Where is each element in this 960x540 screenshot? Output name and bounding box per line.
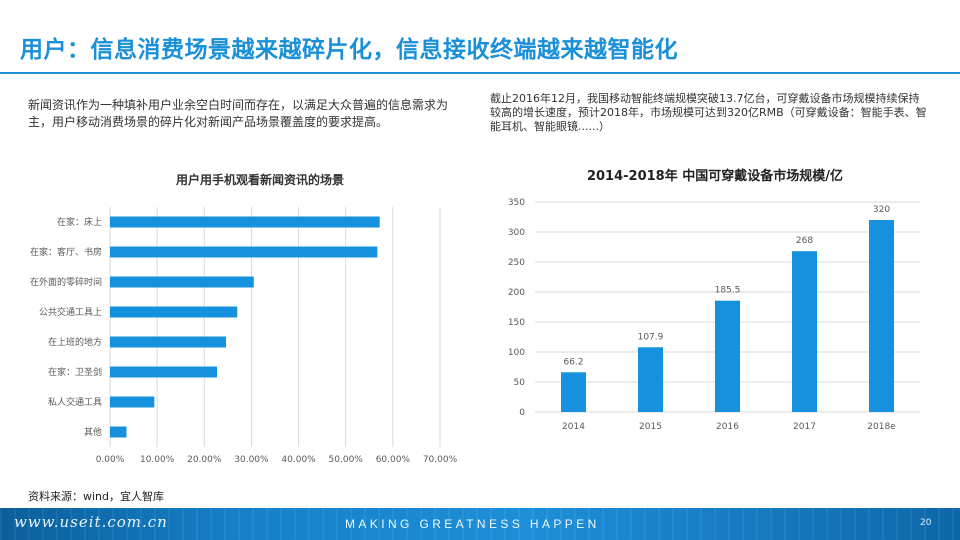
category-label: 在上班的地方: [48, 336, 102, 348]
category-label: 2014: [562, 422, 585, 432]
bar: [869, 220, 894, 412]
data-label: 320: [873, 205, 890, 215]
x-tick-label: 70.00%: [423, 455, 458, 465]
category-label: 2017: [793, 422, 816, 432]
intro-text-left: 新闻资讯作为一种填补用户业余空白时间而存在，以满足大众普遍的信息需求为主，用户移…: [28, 98, 449, 129]
intro-text-right: 截止2016年12月，我国移动智能终端规模突破13.7亿台，可穿戴设备市场规模持…: [490, 92, 927, 133]
category-label: 在家：卫圣剑: [48, 366, 102, 378]
bar: [110, 366, 218, 378]
page-title: 用户：信息消费场景越来越碎片化，信息接收终端越来越智能化: [20, 37, 678, 63]
bar: [561, 372, 586, 412]
category-label: 在家：客厅、书房: [30, 246, 102, 258]
footer-website-link[interactable]: www.useit.com.cn: [14, 513, 168, 531]
bar: [110, 396, 155, 408]
bar: [715, 300, 740, 412]
data-label: 66.2: [563, 357, 583, 367]
x-tick-label: 20.00%: [187, 455, 222, 465]
scenario-bar-chart: 0.00% 10.00% 20.00% 30.00% 40.00% 50.00% 60.00…: [30, 207, 458, 465]
category-label: 在家：床上: [57, 216, 102, 228]
bar: [792, 251, 817, 412]
y-tick-label: 250: [508, 258, 525, 268]
y-tick-label: 200: [508, 288, 525, 298]
category-label: 公共交通工具上: [39, 306, 102, 318]
y-tick-label: 50: [514, 378, 526, 388]
page-number: 20: [920, 518, 932, 528]
data-label: 185.5: [715, 286, 741, 296]
category-label: 2018e: [867, 422, 896, 432]
bar: [110, 276, 254, 288]
data-label: 268: [796, 236, 813, 246]
y-tick-label: 100: [508, 348, 525, 358]
x-tick-label: 40.00%: [281, 455, 316, 465]
category-label: 私人交通工具: [48, 396, 102, 408]
bar: [110, 426, 127, 438]
x-tick-label: 10.00%: [140, 455, 175, 465]
data-label: 107.9: [638, 332, 664, 342]
scenario-chart-title: 用户用手机观看新闻资讯的场景: [175, 173, 344, 187]
bar: [110, 246, 378, 258]
title-divider: [0, 72, 960, 74]
x-tick-label: 30.00%: [234, 455, 269, 465]
y-tick-label: 150: [508, 318, 525, 328]
category-label: 其他: [84, 426, 102, 438]
bar: [638, 347, 663, 412]
category-label: 2015: [639, 422, 662, 432]
footer-banner: www.useit.com.cn MAKING GREATNESS HAPPEN…: [0, 508, 960, 540]
category-label: 2016: [716, 422, 739, 432]
footer-slogan: MAKING GREATNESS HAPPEN: [345, 517, 600, 531]
data-source-note: 资料来源：wind，宜人智库: [28, 490, 165, 503]
y-tick-label: 350: [508, 198, 525, 208]
bar: [110, 306, 238, 318]
wearable-chart-title: 2014-2018年 中国可穿戴设备市场规模/亿: [586, 169, 844, 184]
x-tick-label: 0.00%: [96, 455, 125, 465]
category-label: 在外面的零碎时间: [30, 276, 102, 288]
y-tick-label: 300: [508, 228, 525, 238]
y-tick-label: 0: [519, 408, 525, 418]
x-tick-label: 50.00%: [329, 455, 364, 465]
bar: [110, 336, 226, 348]
x-tick-label: 60.00%: [376, 455, 411, 465]
bar: [110, 216, 380, 228]
wearable-market-bar-chart: 0 50 100 150 200 250 300 350 66.2 2014 107.9 2015 18…: [508, 198, 920, 432]
